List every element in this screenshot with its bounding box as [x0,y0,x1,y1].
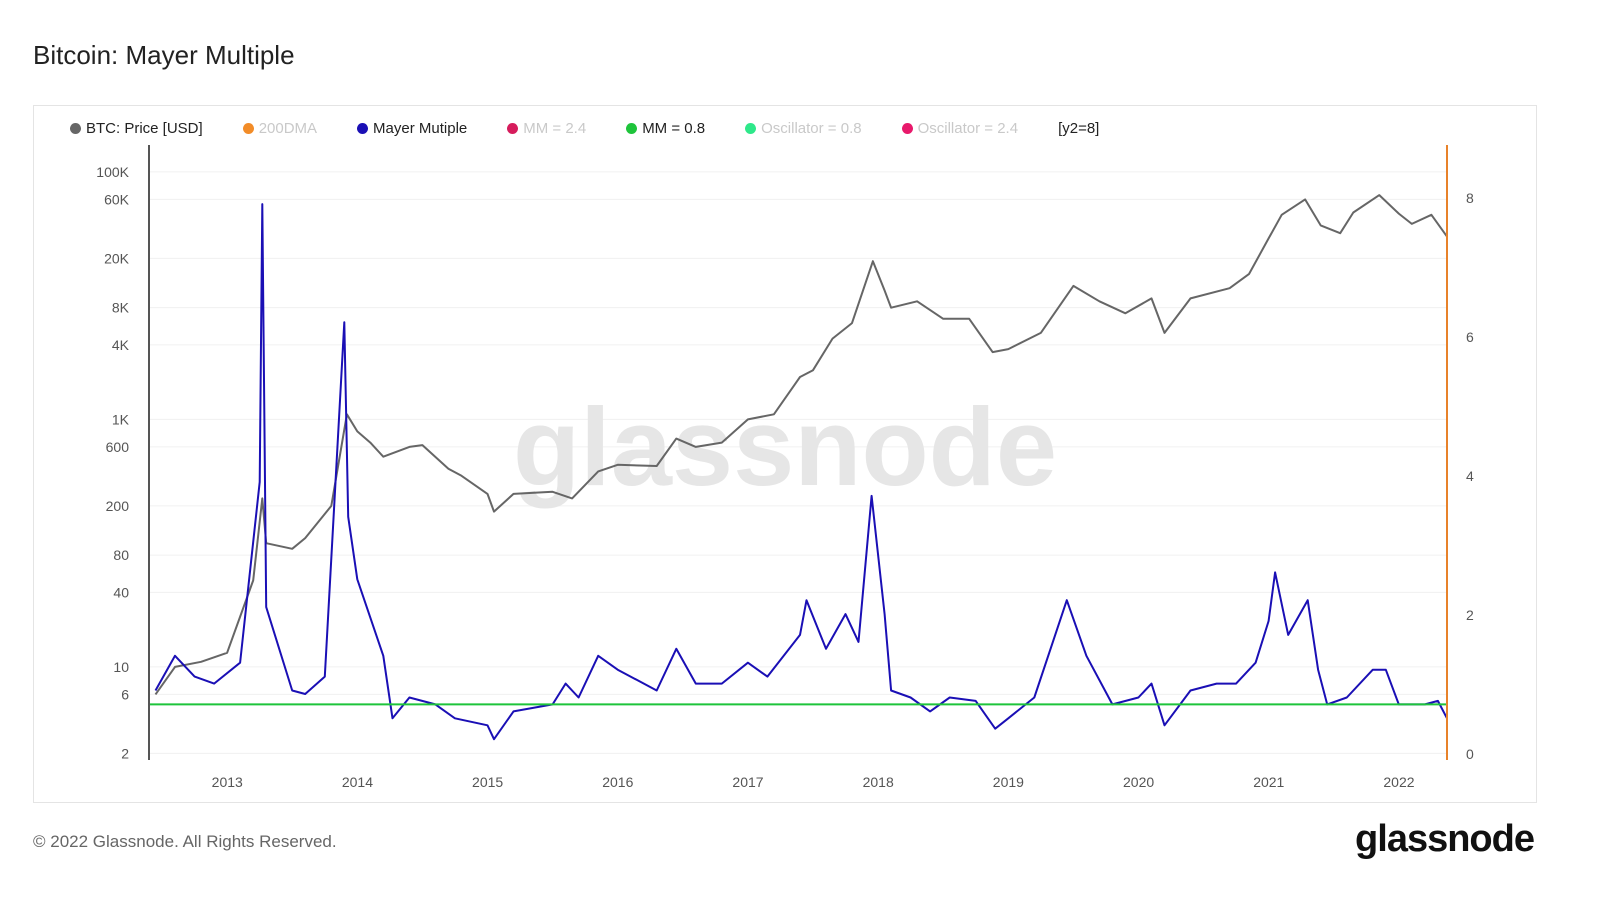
legend-dot-icon [507,123,519,134]
x-tick-label: 2021 [1253,774,1284,790]
legend-dot-icon [70,123,81,134]
x-tick-label: 2016 [602,774,633,790]
y-left-tick-label: 600 [106,439,130,455]
y-left-tick-label: 2 [121,745,129,761]
legend-item-mm-2-4[interactable]: MM = 2.4 [507,120,586,137]
y-right-tick-label: 2 [1466,607,1474,623]
series-line-mayer-multiple [154,203,1448,741]
legend: BTC: Price [USD] 200DMA Mayer Mutiple MM… [70,120,1139,137]
y-right-tick-label: 0 [1466,746,1474,762]
legend-item-price[interactable]: BTC: Price [USD] [70,120,203,137]
glassnode-logo: glassnode [1355,818,1535,860]
x-tick-label: 2013 [212,774,243,790]
y-left-tick-label: 60K [104,191,130,207]
legend-item-oscillator-2-4[interactable]: Oscillator = 2.4 [901,120,1018,137]
y-left-tick-label: 40 [113,584,129,600]
x-tick-label: 2014 [342,774,373,790]
x-tick-label: 2015 [472,774,503,790]
legend-dot-icon [357,123,369,134]
legend-item-mayer-multiple[interactable]: Mayer Mutiple [357,120,467,137]
legend-item-200dma[interactable]: 200DMA [242,120,317,137]
page-title: Bitcoin: Mayer Multiple [33,40,295,70]
gridlines [149,171,1447,754]
legend-dot-icon [626,123,638,134]
legend-dot-icon [242,123,254,134]
y-left-tick-label: 8K [112,300,130,316]
x-tick-label: 2019 [993,774,1024,790]
y-left-tick-label: 20K [104,250,130,266]
y-right-tick-label: 8 [1466,190,1474,206]
watermark: glassnode [513,386,1057,509]
y2-note: [y2=8] [1058,120,1100,137]
axes-layer: 100K 60K 20K 8K 4K 1K 600 200 80 40 10 6 2 8 6 4 2 0 2013 2… [96,145,1474,790]
y-left-tick-label: 100K [96,164,129,180]
series-line-price [154,194,1448,695]
y-right-tick-label: 6 [1466,329,1474,345]
y-left-tick-label: 1K [112,411,130,427]
y-right-tick-label: 4 [1466,468,1474,484]
x-tick-label: 2020 [1123,774,1154,790]
x-tick-label: 2022 [1383,774,1414,790]
y-left-tick-label: 6 [121,686,129,702]
y-left-tick-label: 200 [106,498,130,514]
series-layer [149,194,1448,741]
legend-item-mm-0-8[interactable]: MM = 0.8 [626,120,705,137]
legend-dot-icon [901,123,913,134]
y-left-tick-label: 4K [112,337,130,353]
y-left-tick-label: 80 [113,547,129,563]
legend-dot-icon [745,123,757,134]
chart-frame [33,105,1537,803]
x-tick-label: 2017 [732,774,763,790]
copyright: © 2022 Glassnode. All Rights Reserved. [33,832,337,851]
legend-item-oscillator-0-8[interactable]: Oscillator = 0.8 [745,120,862,137]
x-tick-label: 2018 [863,774,894,790]
y-left-tick-label: 10 [113,659,129,675]
